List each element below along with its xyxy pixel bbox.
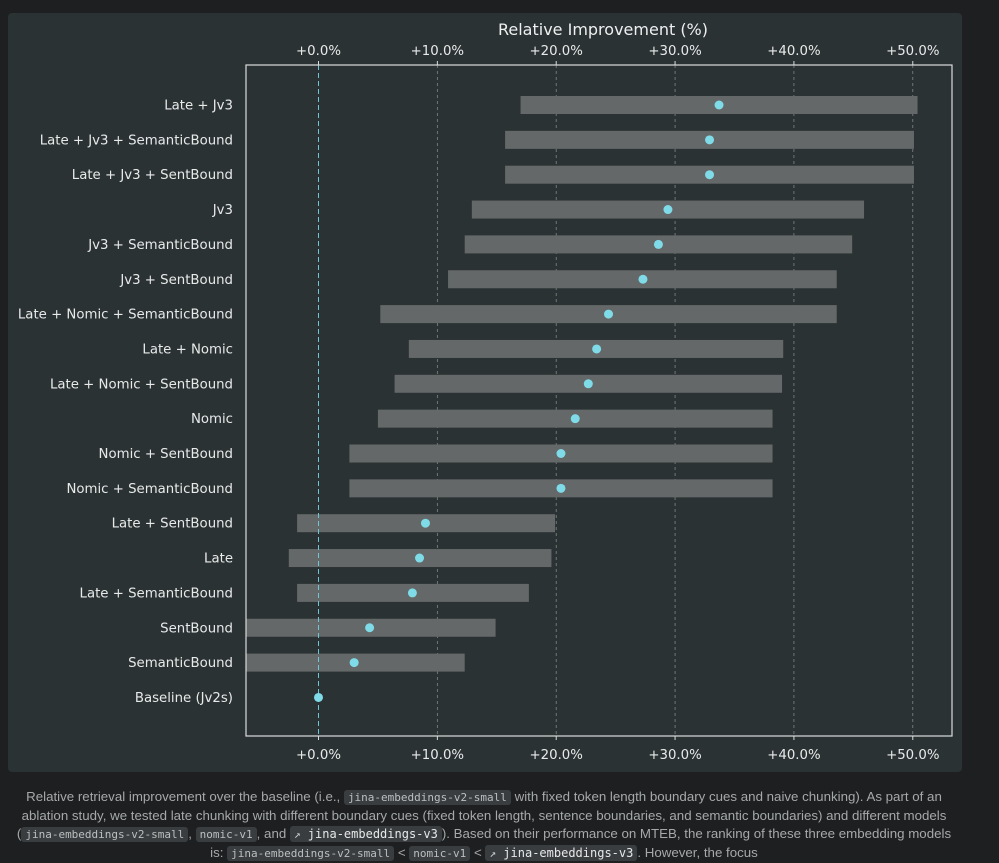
value-dot [705, 135, 715, 145]
category-label: Late + Jv3 [164, 99, 233, 114]
category-label: Jv3 + SemanticBound [87, 238, 233, 253]
labels: Late + Jv3 Late + Jv3 + SemanticBound Late… [18, 20, 940, 763]
caption-code-model: nomic-v1 [195, 827, 257, 842]
external-link-icon: ↗ [293, 828, 301, 841]
x-tick-label-bottom: +20.0% [530, 748, 583, 763]
category-label: Late + SemanticBound [80, 586, 233, 601]
value-dot [556, 483, 566, 493]
caption-code-model: nomic-v1 [409, 846, 471, 861]
caption-code-model: jina-embeddings-v2-small [227, 846, 395, 861]
figure-caption: Relative retrieval improvement over the … [14, 788, 954, 863]
x-tick-label-top: +20.0% [530, 44, 583, 59]
value-dot [592, 344, 602, 354]
value-dot [653, 239, 663, 249]
category-label: SentBound [160, 621, 233, 636]
value-dot [556, 449, 566, 458]
category-label: Late [204, 552, 233, 567]
value-dots [314, 100, 724, 702]
caption-link-model[interactable]: ↗ jina-embeddings-v3 [485, 845, 638, 861]
caption-code-model: jina-embeddings-v2-small [21, 827, 189, 842]
category-label: Nomic [191, 412, 233, 427]
less-than-sign: < [397, 845, 406, 860]
range-bars [246, 96, 918, 672]
value-dot [705, 170, 715, 180]
caption-link-model[interactable]: ↗ jina-embeddings-v3 [289, 826, 442, 842]
x-tick-label-top: +40.0% [767, 44, 820, 59]
value-dot [583, 379, 593, 389]
x-tick-label-bottom: +30.0% [648, 748, 701, 763]
category-label: Late + Nomic + SentBound [50, 377, 233, 392]
caption-code-model: jina-embeddings-v2-small [343, 790, 511, 805]
value-dot [365, 623, 375, 633]
x-tick-label-bottom: +40.0% [767, 748, 820, 763]
category-label: Jv3 + SentBound [119, 273, 233, 288]
caption-text-2: with fixed token length boundary cues an… [16, 789, 947, 841]
external-link-icon: ↗ [489, 847, 497, 860]
value-dot [415, 553, 425, 563]
category-label: Late + SentBound [112, 517, 233, 532]
value-dot [349, 658, 359, 668]
x-tick-label-bottom: +10.0% [411, 748, 464, 763]
category-label: Late + Nomic + SemanticBound [18, 308, 233, 323]
caption-text-6: . However, the focus [637, 845, 758, 860]
x-tick-label-top: +30.0% [648, 44, 701, 59]
x-tick-label-top: +10.0% [411, 44, 464, 59]
category-label: Late + Jv3 + SentBound [72, 168, 233, 183]
value-dot [570, 414, 580, 424]
plot-border [245, 64, 953, 737]
caption-link-text: jina-embeddings-v3 [307, 827, 438, 841]
category-label: Nomic + SentBound [99, 447, 233, 462]
category-label: Late + Jv3 + SemanticBound [40, 133, 233, 148]
x-tick-label-top: +0.0% [296, 44, 341, 59]
caption-link-text: jina-embeddings-v3 [503, 846, 634, 860]
value-dot [604, 309, 614, 319]
category-label: Nomic + SemanticBound [66, 482, 233, 497]
value-dot [407, 588, 417, 598]
plot-frame [245, 64, 953, 737]
value-dot [663, 205, 673, 215]
value-dot [314, 692, 324, 702]
x-tick-label-bottom: +50.0% [886, 748, 939, 763]
caption-text-1: Relative retrieval improvement over the … [26, 789, 344, 804]
caption-text-3: , [188, 826, 196, 841]
category-label: Late + Nomic [142, 342, 233, 357]
gridlines [436, 65, 914, 736]
range-dot-chart: Late + Jv3 Late + Jv3 + SemanticBound Late… [18, 20, 953, 763]
category-label: SemanticBound [128, 656, 233, 671]
x-tick-label-top: +50.0% [886, 44, 939, 59]
value-dot [714, 100, 724, 110]
chart-title: Relative Improvement (%) [498, 20, 708, 39]
value-dot [420, 518, 430, 528]
x-tick-label-bottom: +0.0% [296, 748, 341, 763]
caption-text-4: , and [256, 826, 290, 841]
caption-text-5: ). Based on their performance on MTEB, t… [210, 826, 952, 860]
category-label: Baseline (Jv2s) [135, 691, 233, 706]
chart-card: Late + Jv3 Late + Jv3 + SemanticBound Late… [8, 13, 962, 772]
value-dot [638, 274, 648, 284]
less-than-sign: < [473, 845, 482, 860]
category-label: Jv3 [212, 203, 233, 218]
